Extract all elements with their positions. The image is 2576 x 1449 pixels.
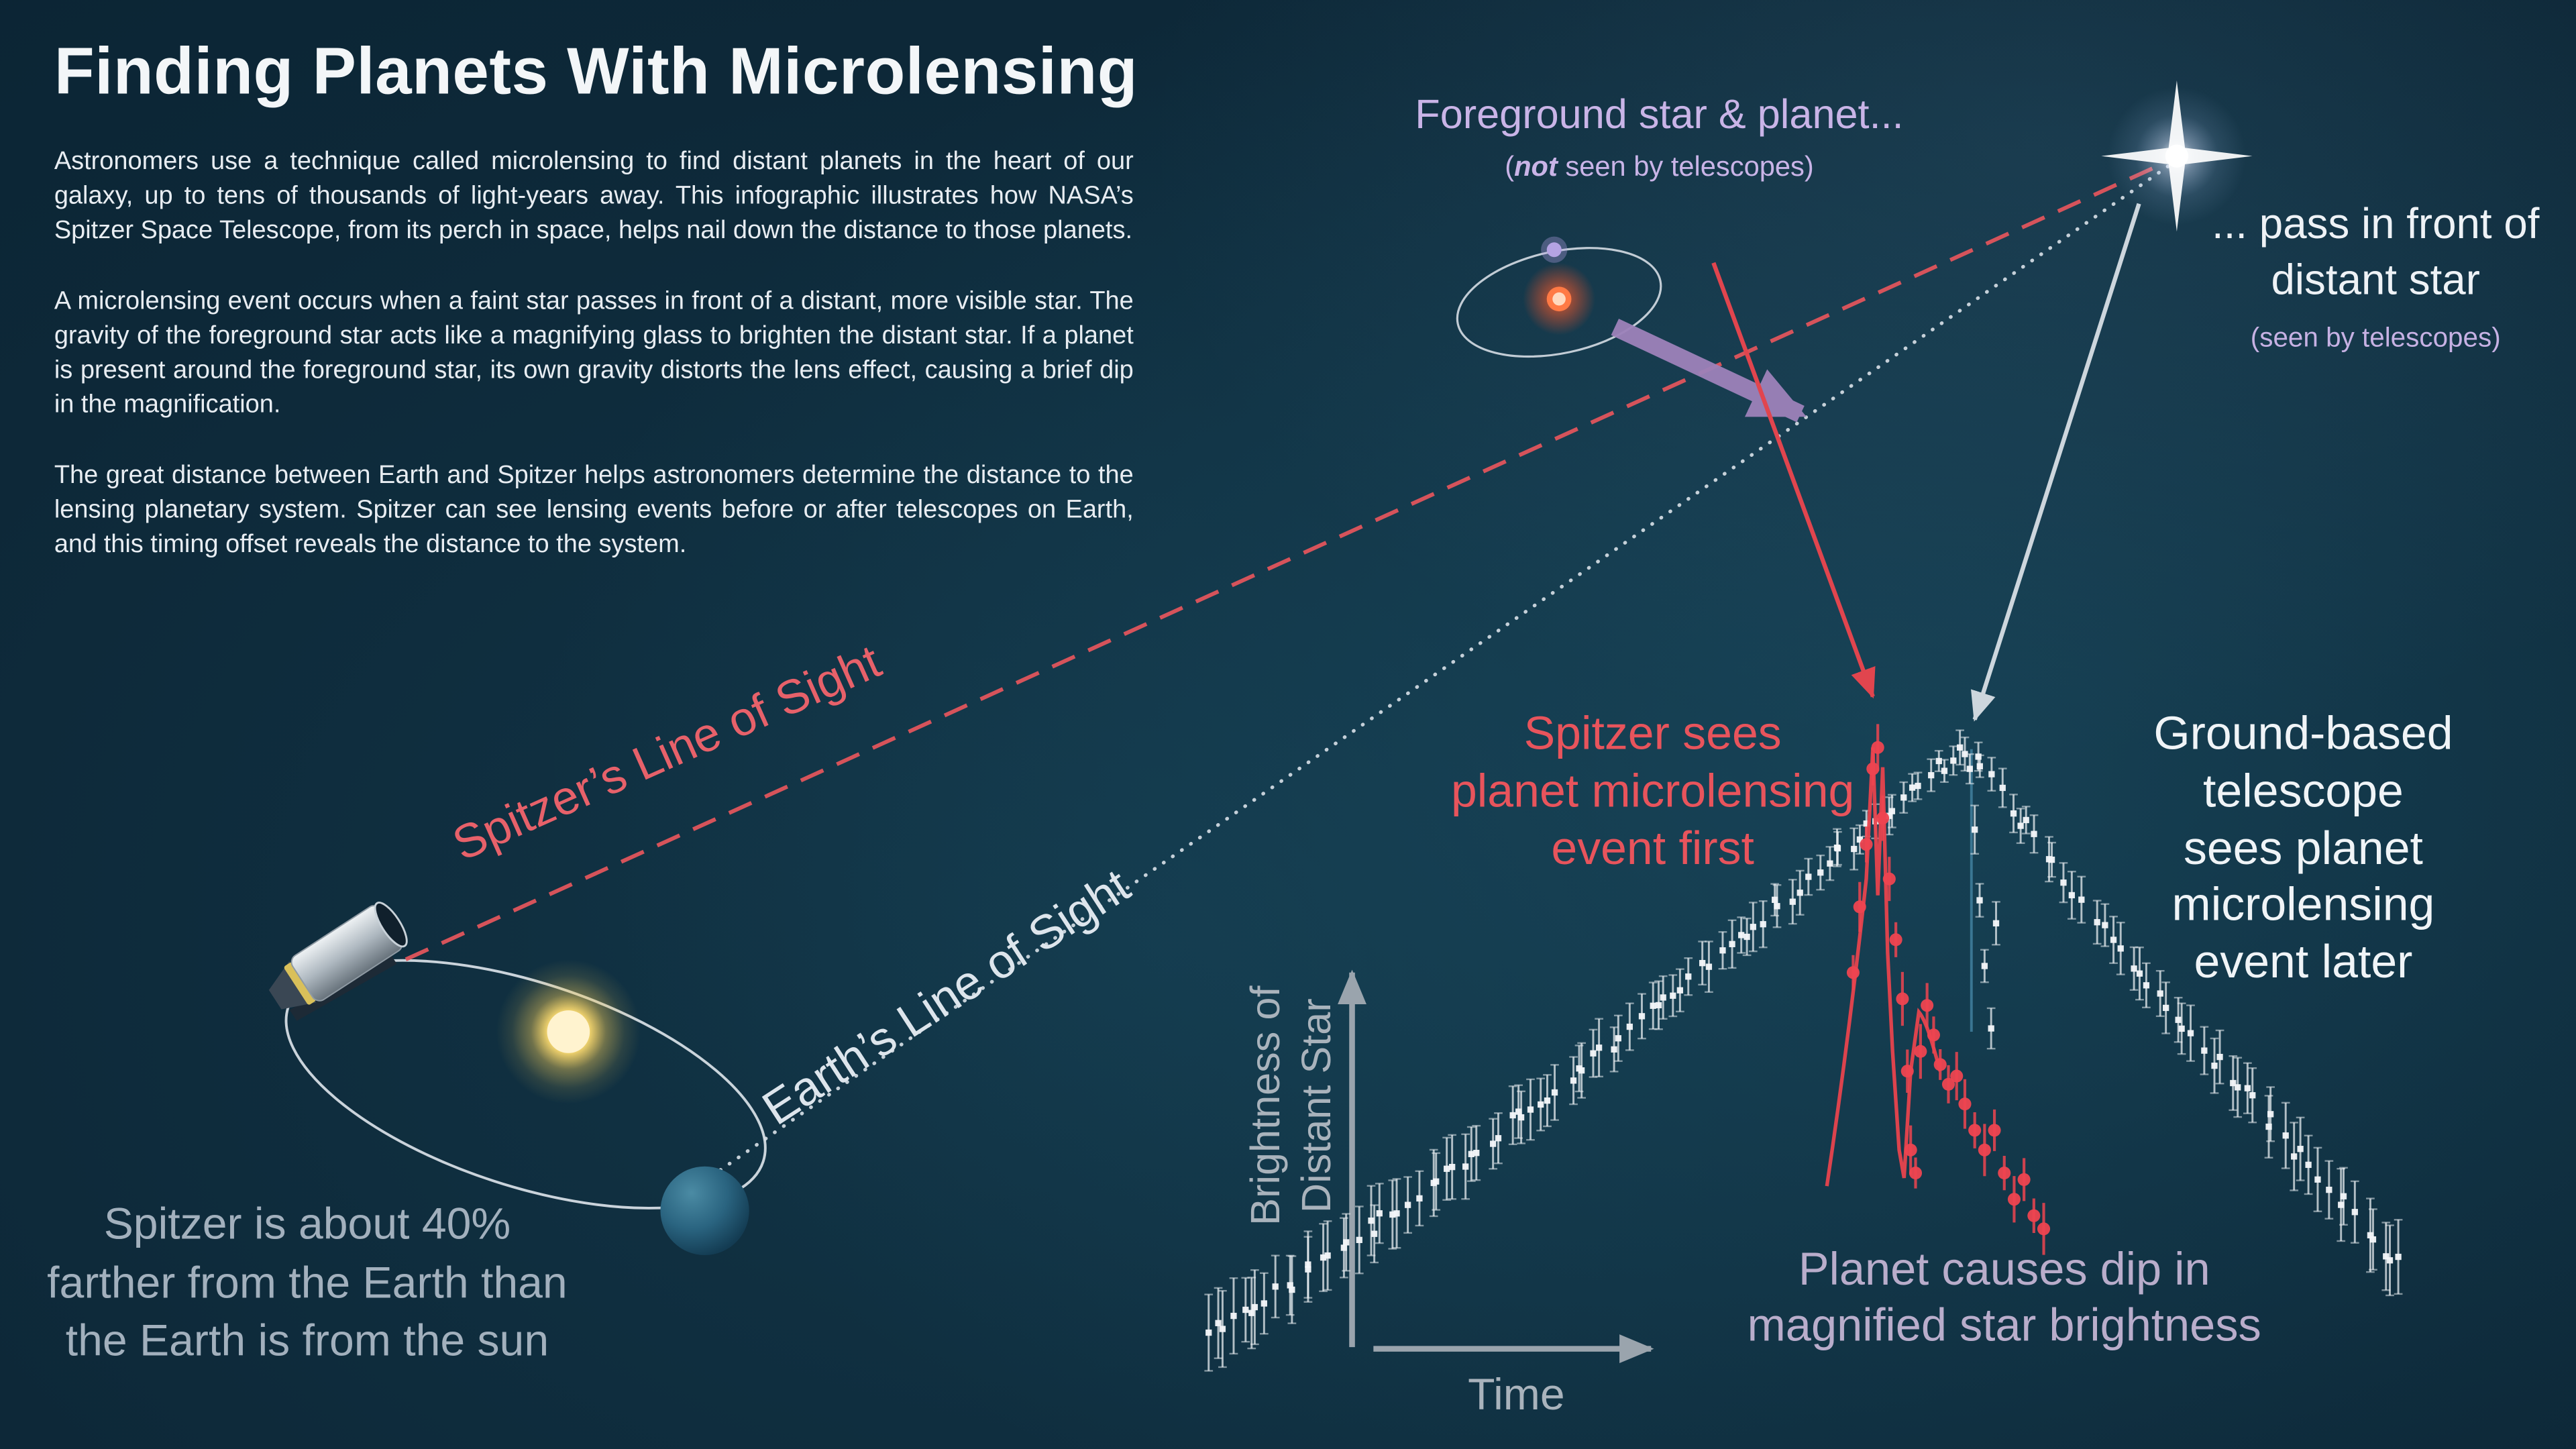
earth-sight-line [709,164,2171,1179]
intro-paragraph-2: A microlensing event occurs when a faint… [54,286,1134,420]
foreground-star [1523,262,1595,335]
planet-dip-label: Planet causes dip in magnified star brig… [1747,1243,2261,1351]
ground-lightcurve-points [1204,729,2403,1372]
distant-star-subtitle: (seen by telescopes) [2250,323,2501,353]
y-axis-label: Brightness of Distant Star [1243,985,1341,1226]
spitzer-sight-line [405,160,2166,961]
spitzer-event-arrow [1711,262,1876,699]
distant-star-label: ... pass in front of distant star (seen … [2175,197,2576,357]
system-motion-arrow [1611,319,1807,423]
foreground-system-label: Foreground star & planet... (not seen by… [1360,92,1958,184]
foreground-system-title: Foreground star & planet... [1415,92,1904,138]
sub-suffix: seen by telescopes) [1557,151,1814,182]
spitzer-lightcurve-points [1846,724,2051,1255]
intro-paragraph-1: Astronomers use a technique called micro… [54,148,1134,246]
intro-text: Astronomers use a technique called micro… [54,145,1134,597]
spitzer-distance-note: Spitzer is about 40% farther from the Ea… [47,1199,568,1366]
ground-event-label: Ground-based telescope sees planet micro… [2153,708,2453,989]
ground-event-arrow [1971,203,2141,722]
distant-star-title: ... pass in front of distant star [2212,199,2540,304]
spitzer-event-label: Spitzer sees planet microlensing event f… [1450,708,1855,875]
x-axis-label: Time [1468,1370,1565,1419]
spitzer-telescope [268,902,408,1021]
intro-paragraph-3: The great distance between Earth and Spi… [54,461,1134,559]
sub-not: not [1514,151,1558,182]
sub-prefix: ( [1505,151,1515,182]
planet-dot [1541,236,1568,263]
page-title: Finding Planets With Microlensing [54,36,1138,109]
earth [660,1166,749,1256]
foreground-system-subtitle: (not seen by telescopes) [1360,151,1958,184]
distant-star-icon [2101,80,2253,232]
sun [496,959,641,1104]
